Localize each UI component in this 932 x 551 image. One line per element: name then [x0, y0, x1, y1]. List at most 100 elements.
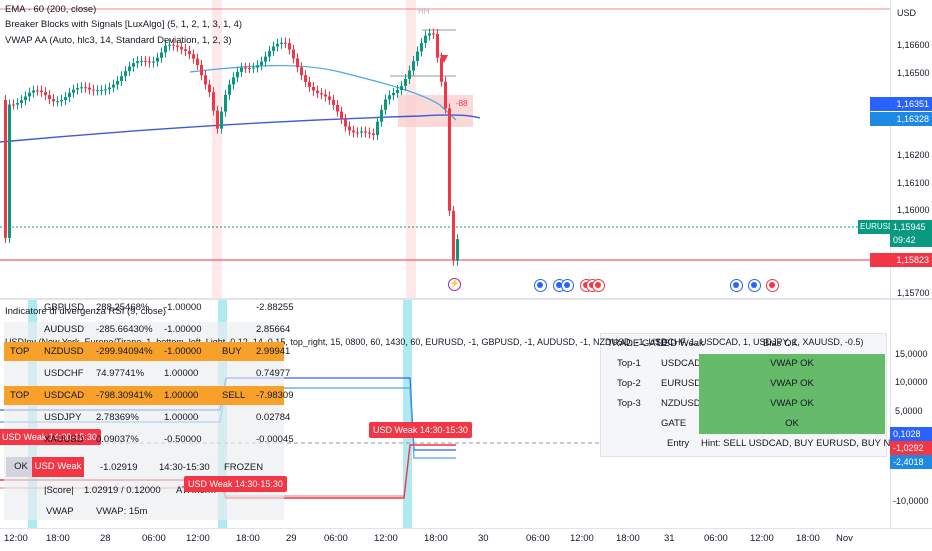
session-band — [403, 300, 412, 528]
candle-body — [304, 75, 307, 82]
legend-ema[interactable]: EMA · 60 (200, close) — [5, 4, 97, 15]
us-flag-icon[interactable] — [766, 279, 779, 292]
candle-body — [264, 56, 267, 62]
indicator-axis[interactable]: 15,0000 10,0000 5,0000 -10,0000 — [890, 300, 932, 528]
table-cell: -285.66430% — [96, 324, 153, 335]
legend-vwap[interactable]: VWAP AA (Auto, hlc3, 14, Standard Deviat… — [5, 35, 232, 46]
candle-body — [448, 108, 451, 211]
candle-body — [388, 95, 391, 100]
candle-body — [132, 63, 135, 67]
candle-body — [292, 49, 295, 59]
event-icon[interactable] — [748, 279, 761, 292]
candle-body — [188, 51, 191, 55]
candle-body — [452, 210, 455, 261]
ema-line — [0, 114, 481, 143]
gate-row-key: Top-1 — [617, 358, 641, 369]
ema-price-tag: 1,16328 — [870, 112, 932, 126]
candle-body — [76, 88, 79, 90]
candle-body — [148, 61, 151, 63]
time-axis[interactable] — [0, 528, 932, 551]
candle-body — [284, 42, 287, 44]
candle-body — [316, 90, 319, 94]
legend-breaker-blocks[interactable]: Breaker Blocks with Signals [LuxAlgo] (5… — [5, 19, 243, 30]
candle-body — [456, 239, 459, 261]
candle-body — [268, 50, 271, 57]
table-row: AUDUSD -285.66430% -1.00000 2.85664 — [4, 320, 290, 339]
candle-body — [160, 52, 163, 58]
gate-row-key: Top-2 — [617, 378, 641, 389]
candle-body — [12, 104, 15, 106]
gate-row-symbol: GATE — [661, 418, 687, 429]
candle-body — [232, 77, 235, 85]
candle-body — [440, 57, 443, 82]
indicator-tag-lightblue: -2,4018 — [890, 455, 932, 469]
table-cell: TOP — [10, 390, 30, 401]
candle-body — [32, 90, 35, 93]
time-tick: 06:00 — [324, 533, 348, 544]
candle-body — [224, 94, 227, 112]
candle-body — [208, 84, 211, 93]
table-cell: -0.50000 — [164, 434, 202, 445]
table-cell: 2.78369% — [96, 412, 139, 423]
entry-hint: Hint: SELL USDCAD, BUY EURUSD, BUY NZDUS… — [701, 438, 890, 449]
candle-body — [4, 100, 7, 238]
table-cell: -2.88255 — [256, 302, 294, 313]
gate-row-status: VWAP OK — [699, 354, 885, 374]
time-tick: 18:00 — [236, 533, 260, 544]
candle-body — [116, 80, 119, 85]
candle-body — [360, 131, 363, 133]
event-icon[interactable] — [730, 279, 743, 292]
score-label: |Score| — [44, 485, 74, 496]
candle-body — [332, 99, 335, 105]
usd-weak-label: USD Weak 14:30-15:30 — [184, 476, 287, 492]
vwap-row: VWAP VWAP: 15m — [4, 503, 284, 521]
candle-body — [228, 84, 231, 95]
candle-body — [336, 104, 339, 112]
gate-row-symbol: NZDUSD — [661, 398, 701, 409]
price-tick: 1,16100 — [897, 178, 930, 188]
price-tick: 1,16000 — [897, 205, 930, 215]
indicator-title[interactable]: Indicatore di divergenza RSI (9, close) — [5, 306, 167, 317]
table-row: USDJPY 2.78369% 1.00000 0.02784 — [4, 408, 290, 427]
candle-body — [144, 60, 147, 62]
event-icon[interactable] — [534, 279, 547, 292]
candle-body — [272, 46, 275, 51]
table-cell: XAUUSD — [44, 434, 84, 445]
candle-body — [136, 61, 139, 64]
vwap-label: VWAP — [46, 506, 74, 517]
candle-body — [152, 61, 155, 63]
event-icon[interactable] — [561, 279, 574, 292]
trade-gate-header: TRADE GATE — [607, 338, 667, 349]
time-tick: 18:00 — [424, 533, 448, 544]
candle-body — [260, 61, 263, 66]
time-tick: Nov — [836, 533, 853, 544]
table-cell: SELL — [222, 390, 246, 401]
time-tick: 18:00 — [796, 533, 820, 544]
table-row: USDCHF 74.97741% 1.00000 0.74977 — [4, 364, 290, 383]
candle-body — [24, 96, 27, 101]
candle-body — [444, 81, 447, 109]
candle-body — [220, 111, 223, 129]
price-axis[interactable]: USD 1,16600 1,16500 1,16200 1,16100 1,16… — [890, 0, 932, 298]
table-cell: 2.99941 — [256, 346, 291, 357]
indicator-info-line[interactable]: USDInv (New York, Europe/Tirane, 1, bott… — [5, 337, 864, 347]
candle-body — [28, 92, 31, 97]
price-chart-pane[interactable]: -88 HH EMA · 60 (200, close) Breaker Blo… — [0, 0, 890, 298]
us-flag-icon[interactable] — [592, 279, 605, 292]
indicator-pane[interactable]: OK USD Weak -1.02919 14:30-15:30 FROZEN … — [0, 300, 890, 528]
time-tick: 12:00 — [750, 533, 774, 544]
time-tick: 12:00 — [570, 533, 594, 544]
lightning-icon[interactable]: ⚡ — [448, 278, 461, 291]
indicator-tag-blue: 0,1028 — [890, 427, 932, 441]
candle-body — [404, 78, 407, 86]
session-band — [212, 0, 222, 298]
indicator-tick: 10,0000 — [895, 377, 928, 387]
pane-separator[interactable] — [0, 298, 932, 300]
candle-body — [384, 99, 387, 110]
candle-body — [244, 67, 247, 69]
table-cell: -1.00000 — [164, 302, 202, 313]
candle-body — [164, 45, 167, 53]
candle-body — [68, 92, 71, 98]
table-cell: -0.00045 — [256, 434, 294, 445]
table-row: TOP USDCAD -798.30941% 1.00000 SELL -7.98309 — [4, 386, 294, 405]
